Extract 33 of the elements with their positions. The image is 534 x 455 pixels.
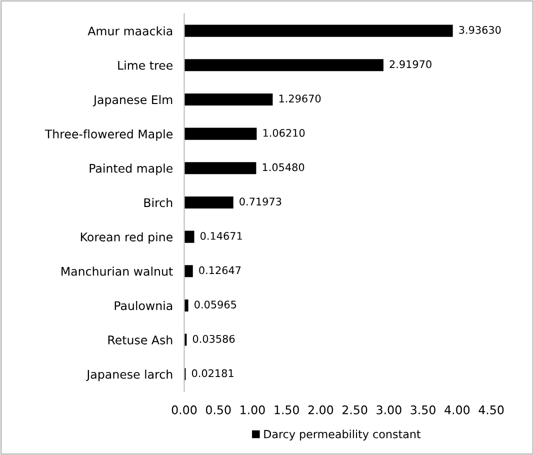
x-tick-label: 4.00 — [444, 405, 470, 414]
data-label: 1.06210 — [263, 128, 305, 137]
legend-label: Darcy permeability constant — [264, 430, 421, 440]
y-tick-label: Japanese larch — [86, 370, 172, 382]
y-tick-label: Retuse Ash — [108, 335, 172, 344]
data-label: 0.14671 — [200, 232, 242, 240]
y-tick-label: Japanese Elm — [92, 94, 172, 106]
x-tick-label: 3.00 — [376, 405, 402, 414]
x-tick-label: 2.50 — [342, 405, 368, 414]
x-tick-label: 1.50 — [274, 405, 299, 414]
data-label: 1.05480 — [262, 163, 304, 172]
data-label: 0.12647 — [199, 266, 241, 274]
y-tick-label: Three-flowered Maple — [44, 129, 172, 141]
y-tick-label: Painted maple — [90, 164, 172, 176]
data-label: 3.93630 — [459, 26, 501, 34]
data-label: 0.05965 — [194, 300, 236, 308]
y-tick-label: Korean red pine — [80, 232, 172, 244]
y-tick-label: Lime tree — [118, 60, 172, 70]
x-tick-label: 0.50 — [206, 405, 231, 414]
x-tick-label: 2.00 — [308, 405, 334, 414]
y-tick-label: Manchurian walnut — [62, 266, 173, 276]
data-label: 2.91970 — [390, 60, 432, 68]
y-tick-label: Birch — [144, 198, 172, 208]
data-label: 0.03586 — [192, 334, 235, 343]
x-tick-label: 4.50 — [478, 405, 504, 414]
x-tick-label: 1.00 — [240, 405, 265, 414]
x-tick-label: 3.50 — [410, 405, 436, 414]
data-label: 1.29670 — [279, 94, 321, 102]
data-label: 0.02181 — [192, 369, 234, 378]
data-label: 0.71973 — [240, 198, 282, 206]
y-tick-label: Amur maackia — [88, 26, 172, 36]
y-tick-label: Paulownia — [114, 300, 172, 310]
x-tick-label: 0.00 — [172, 405, 197, 414]
